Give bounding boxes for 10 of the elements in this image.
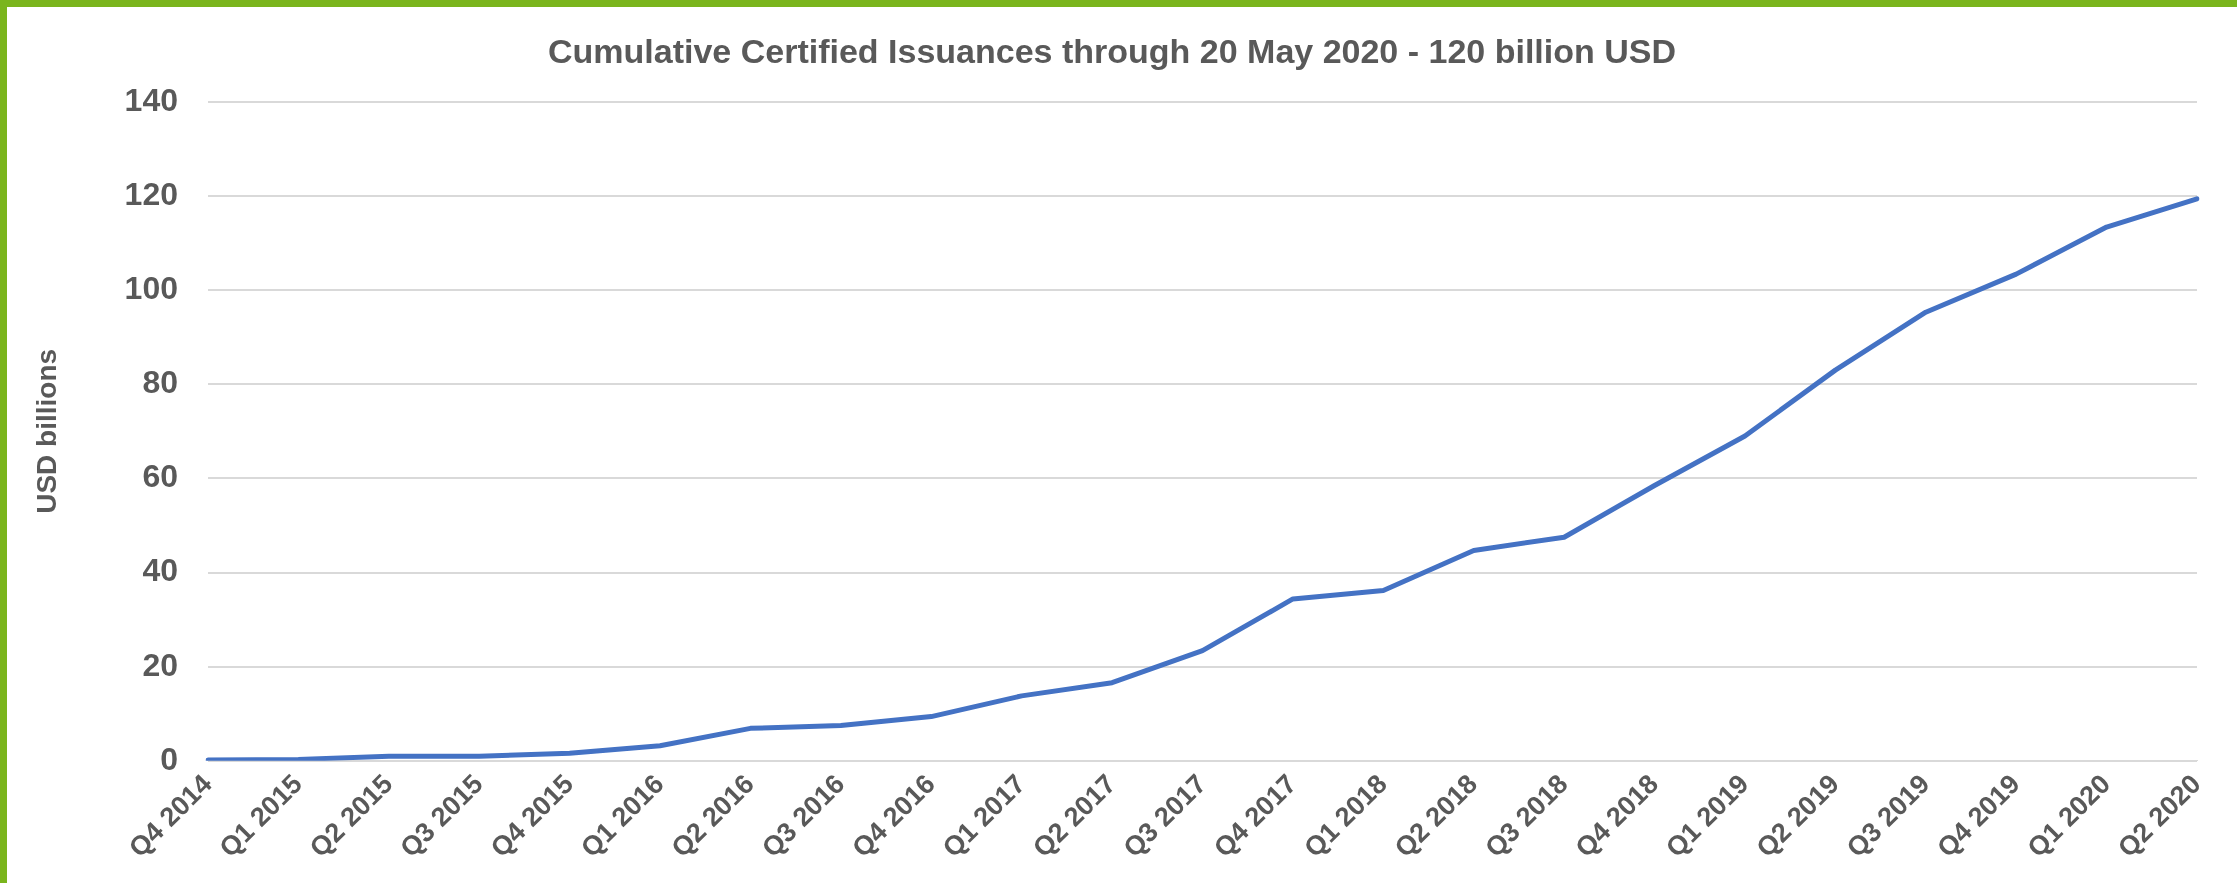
y-axis-title: USD billions [30, 348, 62, 514]
y-tick-label: 0 [160, 740, 178, 777]
y-tick-label: 140 [124, 81, 178, 118]
y-tick-label: 40 [142, 552, 178, 589]
y-tick-label: 100 [124, 269, 178, 306]
chart-title: Cumulative Certified Issuances through 20 May 2020 - 120 billion USD [548, 31, 1676, 70]
y-tick-label: 60 [142, 458, 178, 495]
y-tick-label: 20 [142, 646, 178, 683]
y-tick-label: 80 [142, 364, 178, 401]
y-tick-label: 120 [124, 175, 178, 212]
